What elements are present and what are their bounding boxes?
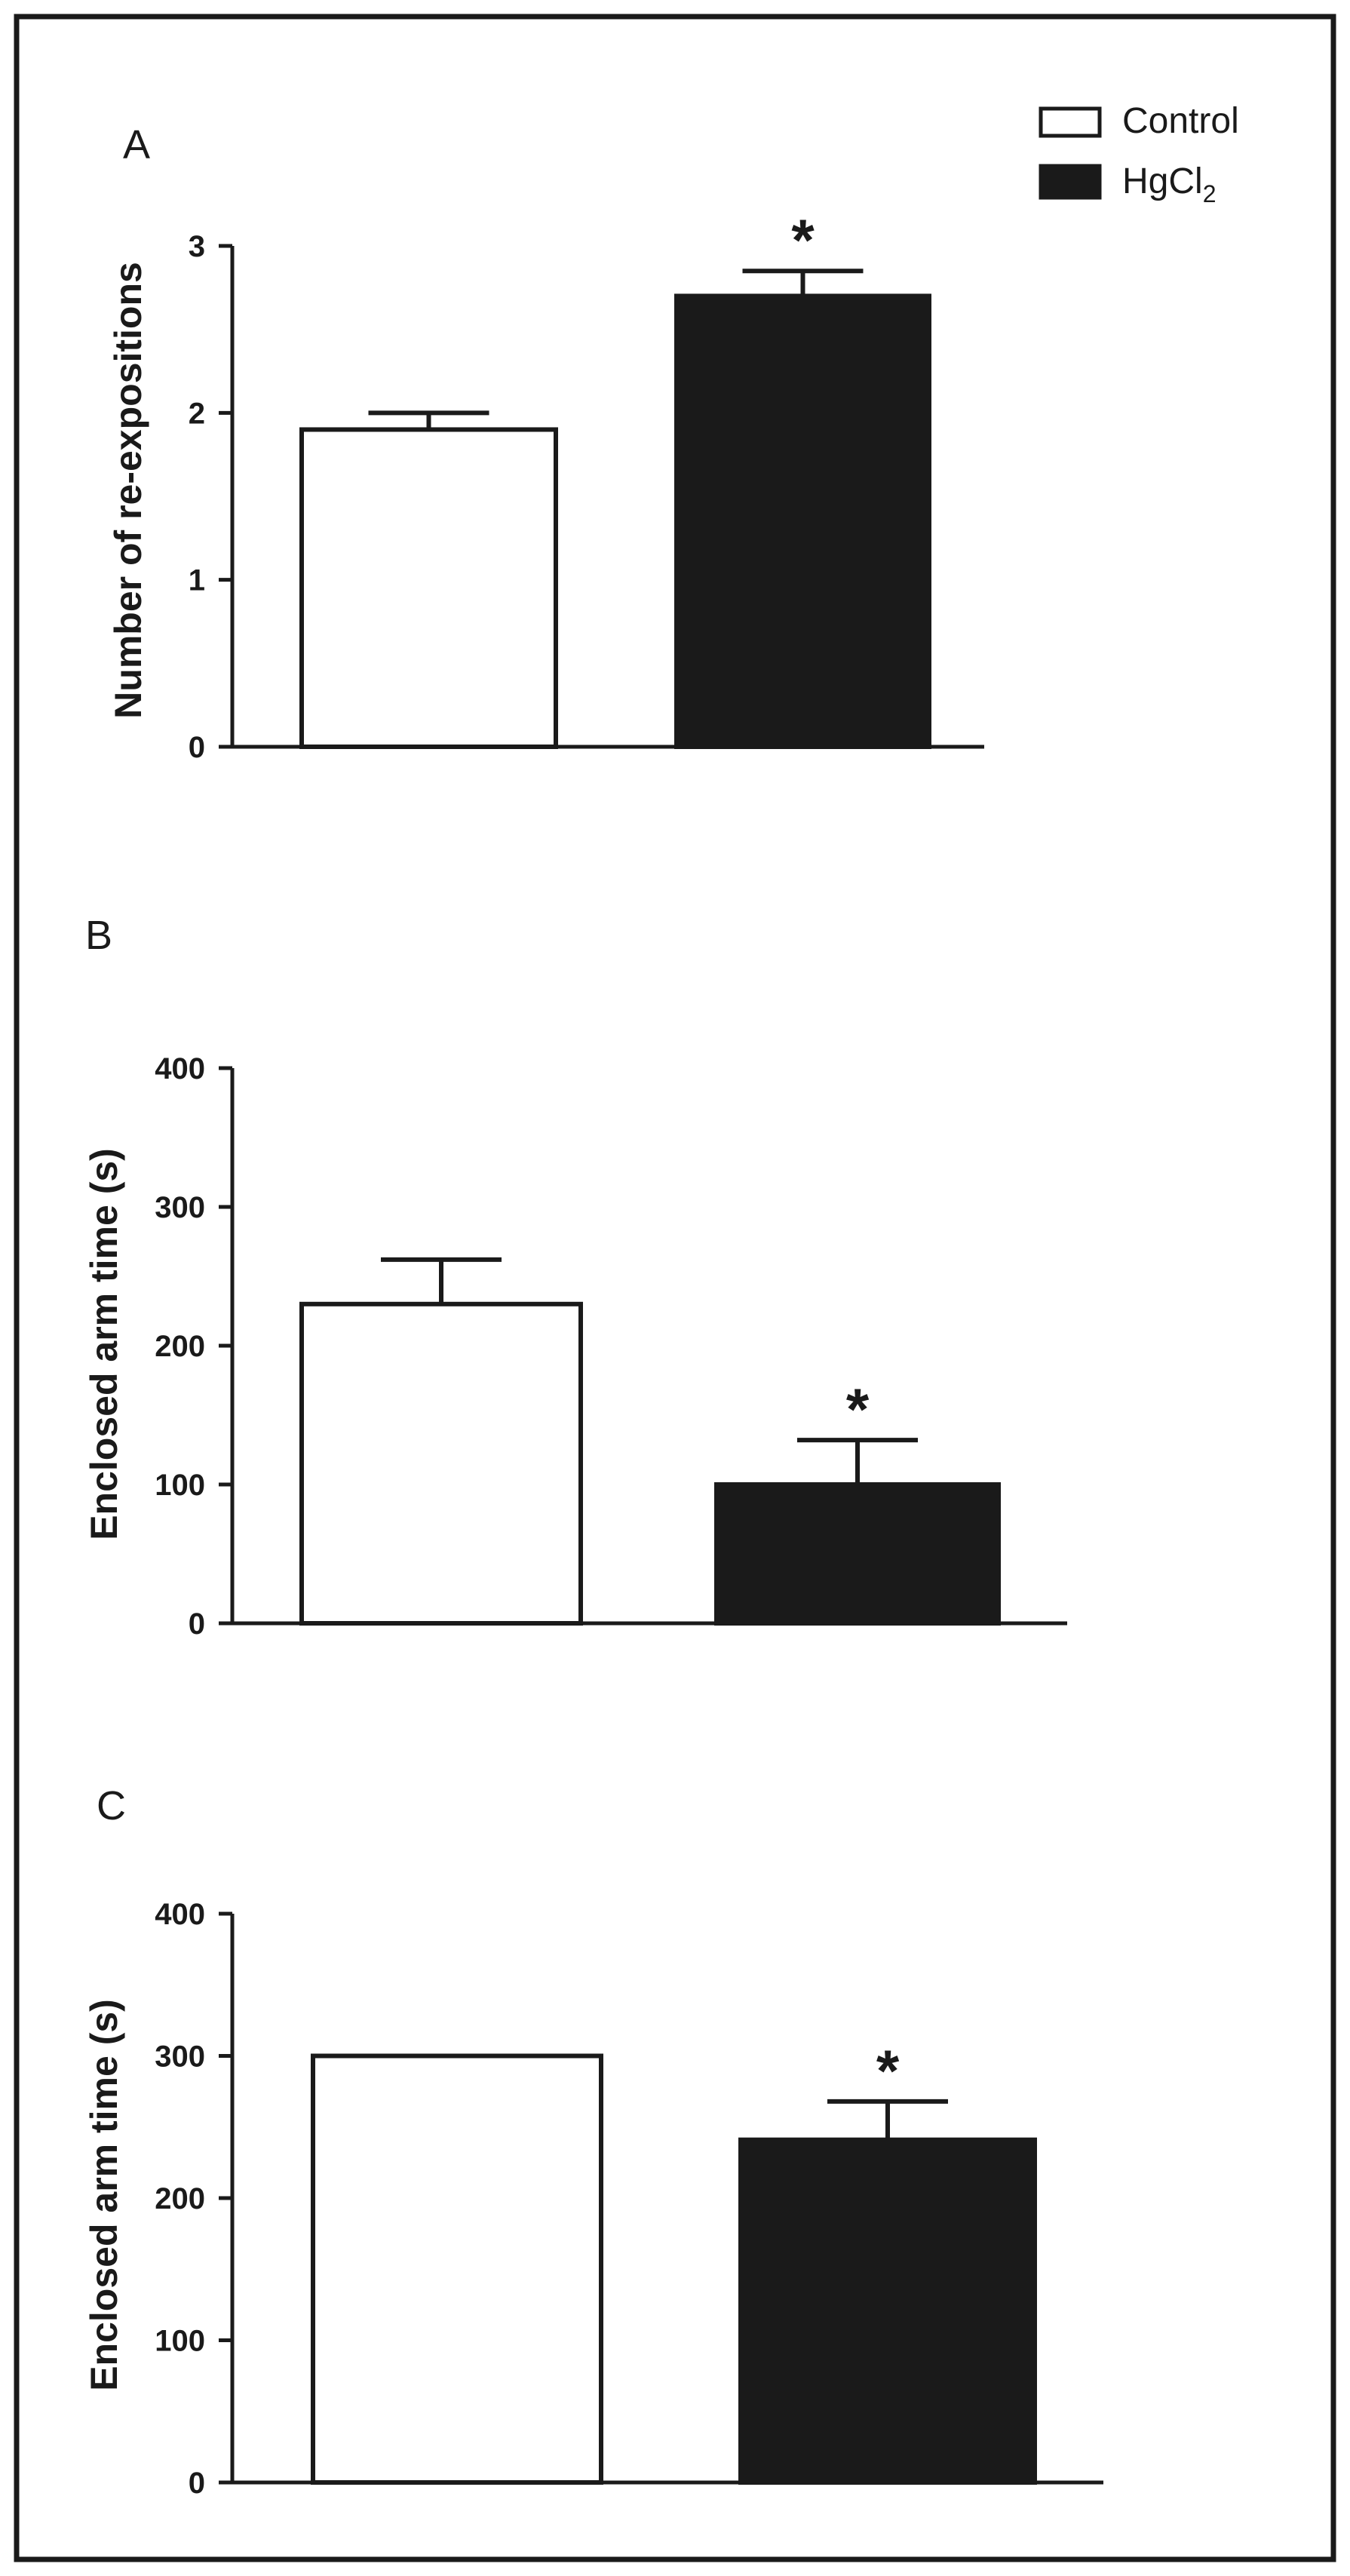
panel-c-y-tick-label: 0 bbox=[189, 2467, 205, 2500]
panel-a-bar-control bbox=[299, 427, 558, 749]
panel-b-bar-control bbox=[299, 1301, 583, 1626]
panel-b-y-axis-title: Enclosed arm time (s) bbox=[83, 1148, 125, 1540]
panel-c-bar-hgcl2 bbox=[738, 2137, 1037, 2485]
legend: Control HgCl2 bbox=[1039, 101, 1239, 207]
legend-hgcl2-label: HgCl2 bbox=[1122, 161, 1216, 207]
panel-b-letter: B bbox=[85, 913, 112, 958]
panel-a-bar-hgcl2 bbox=[674, 293, 931, 749]
panel-c-y-tick-label: 200 bbox=[155, 2182, 205, 2215]
panel-b-plot: * 0 100 200 300 400 bbox=[155, 1052, 1067, 1641]
panel-b-y-tick-label: 300 bbox=[155, 1191, 205, 1224]
panel-b-bar-hgcl2 bbox=[714, 1482, 1001, 1626]
panel-a: A Number of re-expositions * 0 1 2 3 bbox=[107, 122, 984, 764]
legend-control-swatch bbox=[1039, 106, 1102, 138]
panel-c-significance-hgcl2: * bbox=[876, 2037, 900, 2104]
legend-hgcl2-text: HgCl bbox=[1122, 161, 1203, 201]
panel-c-y-tick-label: 400 bbox=[155, 1898, 205, 1931]
panel-a-y-tick-label: 1 bbox=[189, 564, 205, 597]
panel-a-y-axis-title: Number of re-expositions bbox=[107, 262, 149, 719]
panel-a-plot: * 0 1 2 3 bbox=[189, 207, 984, 764]
panel-b-y-tick-label: 400 bbox=[155, 1052, 205, 1085]
panel-c: C Enclosed arm time (s) * 0 100 200 300 400 bbox=[83, 1783, 1103, 2500]
panel-a-y-tick-label: 3 bbox=[189, 230, 205, 263]
panel-c-bar-control bbox=[311, 2053, 603, 2485]
panel-b-y-tick-label: 0 bbox=[189, 1607, 205, 1641]
panel-a-significance-hgcl2: * bbox=[791, 207, 815, 273]
panel-b-y-tick-label: 100 bbox=[155, 1469, 205, 1502]
panel-b-y-tick-label: 200 bbox=[155, 1330, 205, 1363]
panel-c-y-tick-label: 300 bbox=[155, 2040, 205, 2074]
panel-c-y-axis-title: Enclosed arm time (s) bbox=[83, 1999, 125, 2391]
legend-control-label: Control bbox=[1122, 101, 1239, 141]
panel-b: B Enclosed arm time (s) * 0 100 200 300 400 bbox=[83, 913, 1067, 1641]
panel-c-plot: * 0 100 200 300 400 bbox=[155, 1898, 1103, 2500]
figure-frame bbox=[14, 14, 1336, 2562]
legend-hgcl2-subscript: 2 bbox=[1203, 180, 1217, 207]
panel-a-y-tick-label: 2 bbox=[189, 397, 205, 430]
panel-c-y-tick-label: 100 bbox=[155, 2325, 205, 2358]
legend-hgcl2-swatch bbox=[1039, 164, 1102, 200]
panel-b-significance-hgcl2: * bbox=[846, 1376, 870, 1442]
panel-a-letter: A bbox=[123, 122, 150, 167]
panel-c-letter: C bbox=[97, 1783, 126, 1828]
panel-a-y-tick-label: 0 bbox=[189, 731, 205, 764]
